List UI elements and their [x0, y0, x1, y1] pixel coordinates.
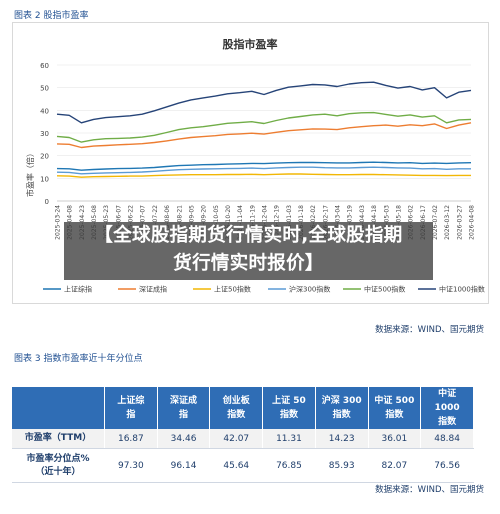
banner-line-1: 【全球股指期货行情实时,全球股指期	[94, 225, 403, 246]
legend-label: 深证成指	[139, 285, 167, 294]
table-cell: 76.85	[262, 448, 316, 483]
pe-percentile-table: 上证综指 深证成指 创业板 指数 上证 50 指数 沪深 300 指数 中证 500 指…	[12, 387, 474, 483]
series-line	[56, 173, 471, 178]
table-cell: 45.64	[209, 448, 264, 483]
legend-label: 上证综指	[64, 285, 92, 294]
y-tick-label: 0	[45, 198, 49, 206]
series-lines	[56, 81, 472, 178]
table-cell: 16.87	[104, 429, 158, 449]
table-cell: 85.93	[315, 448, 369, 483]
series-line	[56, 161, 472, 171]
figure-2-caption: 图表 2 股指市盈率	[14, 11, 89, 21]
legend-label: 上证50指数	[214, 285, 251, 294]
header-shangzheng: 上证综指	[104, 387, 158, 429]
figure-3-caption: 图表 3 指数市盈率近十年分位点	[14, 354, 143, 364]
header-sz50: 上证 50 指数	[262, 387, 316, 429]
table-cell: 97.30	[104, 448, 158, 483]
banner-line-2: 货行情实时报价】	[173, 253, 324, 274]
chart-title: 股指市盈率	[223, 37, 278, 51]
x-tick-label: 2026-03-12	[444, 205, 451, 240]
series-line	[56, 122, 472, 149]
table-row: 市盈率（TTM） 16.87 34.46 42.07 11.31 14.23 3…	[12, 429, 474, 449]
y-tick-label: 50	[40, 85, 49, 93]
series-line	[56, 166, 471, 175]
y-tick-label: 60	[40, 62, 49, 70]
table-cell: 34.46	[157, 429, 211, 449]
row-label-pe: 市盈率（TTM）	[12, 429, 105, 449]
row-label-percentile: 市盈率分位点% （近十年）	[12, 448, 105, 483]
y-tick-label: 40	[40, 107, 49, 115]
figure-3-source: 数据来源：WIND、国元期货	[375, 485, 484, 495]
legend-label: 中证500指数	[364, 285, 405, 294]
table-header-row: 上证综指 深证成指 创业板 指数 上证 50 指数 沪深 300 指数 中证 500 指…	[12, 387, 474, 429]
y-tick-label: 10	[40, 175, 49, 183]
header-chuangyeban: 创业板 指数	[209, 387, 264, 429]
header-hs300: 沪深 300 指数	[315, 387, 369, 429]
table-cell: 36.01	[368, 429, 422, 449]
table-cell: 11.31	[262, 429, 316, 449]
table-cell: 76.56	[420, 448, 474, 483]
header-zz500: 中证 500 指数	[368, 387, 422, 429]
table-cell: 48.84	[420, 429, 474, 449]
legend-label: 中证1000指数	[439, 285, 485, 294]
table-cell: 82.07	[368, 448, 422, 483]
series-line	[56, 81, 472, 124]
y-tick-label: 30	[40, 130, 49, 138]
table-row: 市盈率分位点% （近十年） 97.30 96.14 45.64 76.85 85.…	[12, 448, 474, 483]
x-tick-label: 2026-07-02	[432, 205, 439, 240]
table-cell: 14.23	[315, 429, 369, 449]
legend-label: 沪深300指数	[289, 285, 330, 294]
x-tick-label: 2025-03-24	[55, 205, 62, 240]
figure-2-source: 数据来源：WIND、国元期货	[375, 325, 484, 335]
headline-banner: 【全球股指期货行情实时,全球股指期 货行情实时报价】	[64, 222, 433, 280]
header-zz1000: 中证 1000 指数	[420, 387, 474, 429]
table-cell: 42.07	[209, 429, 264, 449]
table-cell: 96.14	[157, 448, 211, 483]
y-axis-label: 市盈率（倍）	[25, 149, 35, 197]
table-corner-cell	[12, 387, 105, 429]
x-tick-label: 2026-03-27	[456, 205, 463, 240]
y-tick-label: 20	[40, 153, 49, 161]
x-tick-label: 2026-04-08	[469, 205, 476, 240]
series-line	[56, 111, 472, 143]
header-shenzheng: 深证成指	[157, 387, 211, 429]
legend: 上证综指 深证成指 上证50指数 沪深300指数 中证500指数 中证1000指数	[43, 285, 485, 294]
